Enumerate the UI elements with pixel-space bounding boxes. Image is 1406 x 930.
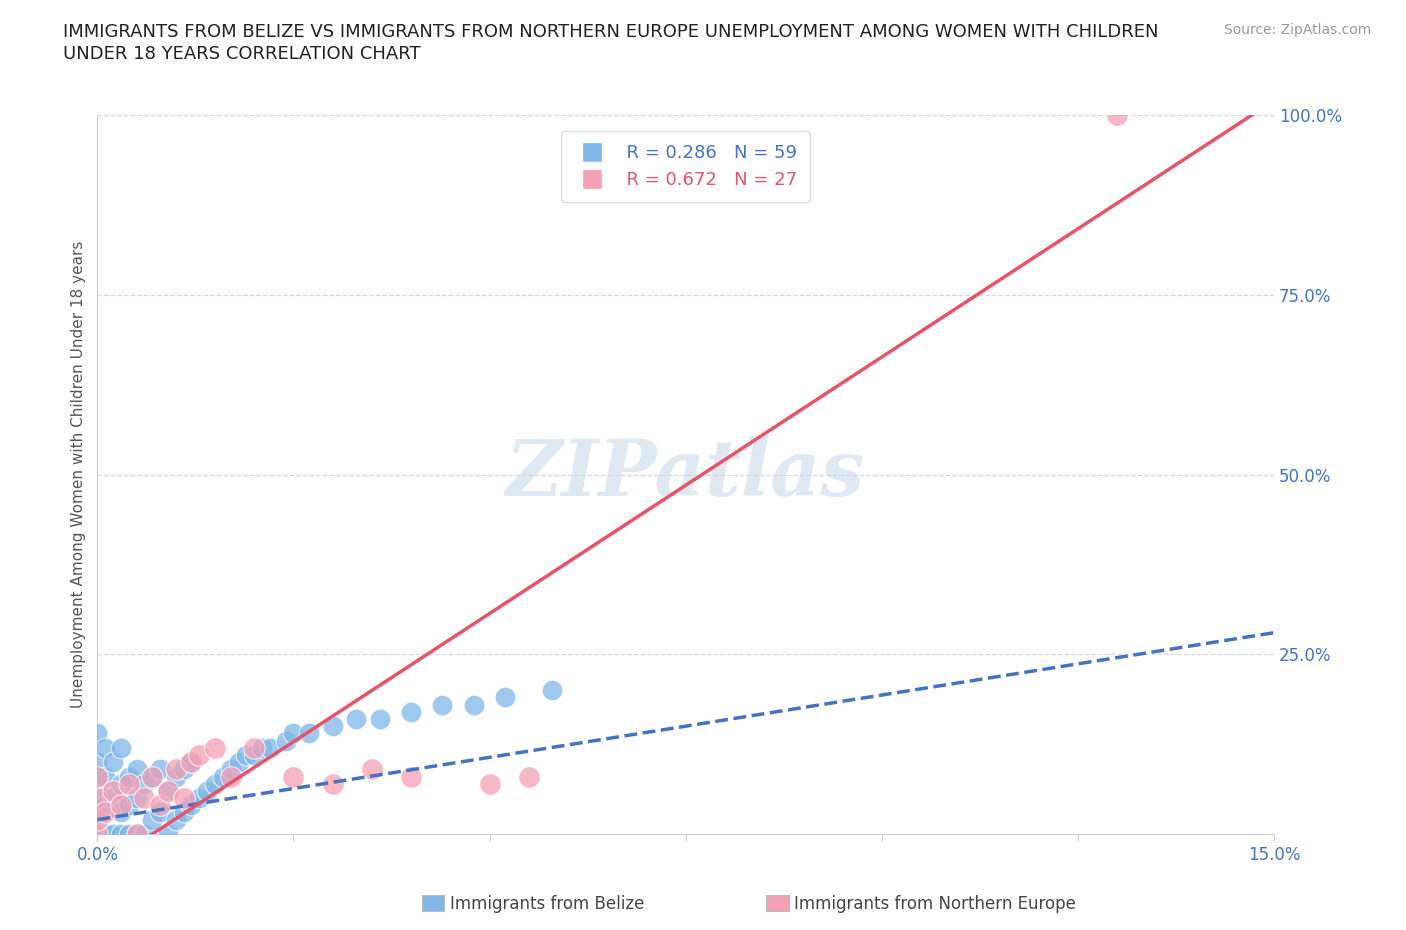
Point: [134, 790, 156, 805]
Point: [125, 790, 148, 805]
Point: [101, 783, 124, 798]
Point: [141, 769, 163, 784]
Point: [149, 805, 172, 820]
Point: [195, 783, 218, 798]
Point: [219, 762, 242, 777]
Point: [110, 798, 132, 813]
Point: [517, 769, 540, 784]
Point: [173, 790, 195, 805]
Point: [110, 827, 132, 842]
Point: [86, 812, 108, 827]
Text: Immigrants from Belize: Immigrants from Belize: [450, 895, 644, 913]
Point: [134, 827, 156, 842]
Point: [180, 755, 202, 770]
Text: Source: ZipAtlas.com: Source: ZipAtlas.com: [1223, 23, 1371, 37]
Point: [180, 755, 202, 770]
Point: [165, 769, 187, 784]
Point: [243, 740, 266, 755]
Legend:   R = 0.286   N = 59,   R = 0.672   N = 27: R = 0.286 N = 59, R = 0.672 N = 27: [561, 131, 810, 202]
Point: [101, 755, 124, 770]
Point: [173, 805, 195, 820]
Point: [149, 762, 172, 777]
Point: [118, 769, 141, 784]
Point: [118, 798, 141, 813]
Point: [259, 740, 281, 755]
Text: UNDER 18 YEARS CORRELATION CHART: UNDER 18 YEARS CORRELATION CHART: [63, 45, 420, 62]
Point: [94, 805, 117, 820]
Point: [156, 783, 179, 798]
Point: [188, 790, 211, 805]
Point: [283, 769, 305, 784]
Point: [344, 711, 367, 726]
Point: [173, 762, 195, 777]
Point: [118, 827, 141, 842]
Point: [134, 777, 156, 791]
Point: [322, 719, 344, 734]
Point: [399, 769, 422, 784]
Point: [180, 798, 202, 813]
Point: [86, 755, 108, 770]
Point: [399, 704, 422, 719]
Point: [149, 798, 172, 813]
Point: [94, 740, 117, 755]
Point: [165, 812, 187, 827]
Point: [243, 748, 266, 763]
Point: [86, 790, 108, 805]
Point: [250, 740, 273, 755]
Text: IMMIGRANTS FROM BELIZE VS IMMIGRANTS FROM NORTHERN EUROPE UNEMPLOYMENT AMONG WOM: IMMIGRANTS FROM BELIZE VS IMMIGRANTS FRO…: [63, 23, 1159, 41]
Point: [86, 798, 108, 813]
Point: [101, 827, 124, 842]
Point: [188, 748, 211, 763]
Point: [1105, 108, 1128, 123]
Point: [204, 777, 226, 791]
Text: Immigrants from Northern Europe: Immigrants from Northern Europe: [794, 895, 1076, 913]
Point: [478, 777, 501, 791]
Point: [86, 827, 108, 842]
Point: [86, 827, 108, 842]
Point: [125, 827, 148, 842]
Point: [322, 777, 344, 791]
Point: [110, 777, 132, 791]
Point: [432, 698, 454, 712]
Point: [94, 827, 117, 842]
Point: [125, 762, 148, 777]
Point: [86, 783, 108, 798]
Y-axis label: Unemployment Among Women with Children Under 18 years: Unemployment Among Women with Children U…: [72, 241, 86, 709]
Point: [219, 769, 242, 784]
Point: [204, 740, 226, 755]
Point: [86, 769, 108, 784]
Point: [101, 790, 124, 805]
Point: [283, 726, 305, 741]
Point: [228, 755, 250, 770]
Point: [141, 812, 163, 827]
Point: [156, 783, 179, 798]
Point: [125, 827, 148, 842]
Point: [156, 827, 179, 842]
Point: [110, 805, 132, 820]
Point: [86, 769, 108, 784]
Point: [86, 812, 108, 827]
Point: [274, 733, 297, 748]
Point: [463, 698, 485, 712]
Point: [360, 762, 382, 777]
Point: [298, 726, 321, 741]
Point: [86, 726, 108, 741]
Point: [541, 683, 564, 698]
Point: [110, 740, 132, 755]
Point: [165, 762, 187, 777]
Point: [94, 769, 117, 784]
Point: [235, 748, 257, 763]
Point: [94, 798, 117, 813]
Point: [118, 777, 141, 791]
Point: [212, 769, 235, 784]
Point: [494, 690, 516, 705]
Text: ZIPatlas: ZIPatlas: [506, 436, 865, 512]
Point: [141, 769, 163, 784]
Point: [368, 711, 391, 726]
